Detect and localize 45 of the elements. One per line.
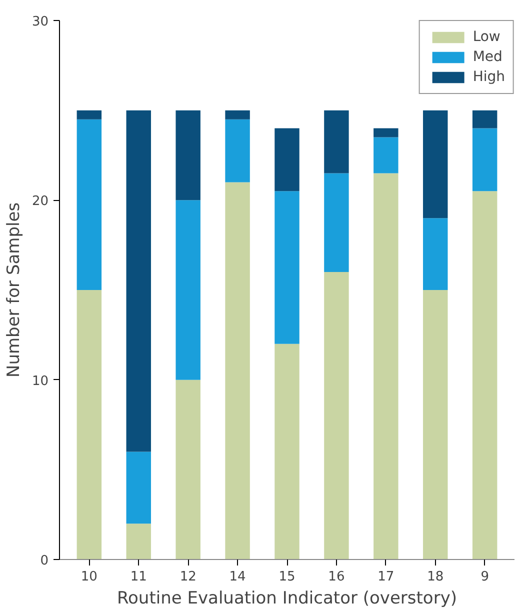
- bar: [423, 110, 448, 218]
- bar: [324, 110, 349, 174]
- bar: [176, 200, 200, 380]
- bar: [126, 524, 151, 560]
- bar: [374, 173, 398, 560]
- x-tick-label: 16: [328, 570, 345, 584]
- bar: [176, 380, 200, 560]
- bar: [324, 272, 349, 560]
- legend-label: Low: [472, 29, 500, 45]
- bar: [274, 191, 300, 344]
- y-tick-label: 0: [40, 554, 49, 568]
- bar: [126, 452, 151, 524]
- bar: [324, 173, 349, 272]
- x-tick-label: 12: [180, 570, 196, 584]
- bar: [374, 137, 398, 174]
- x-tick-label: 17: [378, 570, 394, 584]
- bar: [274, 128, 300, 192]
- bar: [274, 344, 300, 560]
- x-tick-label: 14: [229, 570, 246, 584]
- bar: [126, 110, 151, 452]
- legend-label: High: [472, 69, 505, 85]
- bar: [374, 128, 398, 138]
- bar: [76, 290, 102, 560]
- bar: [225, 182, 250, 560]
- x-tick-label: 9: [480, 570, 489, 584]
- bar: [225, 110, 250, 120]
- y-axis-title: Number for Samples: [4, 202, 24, 378]
- bar: [423, 290, 448, 560]
- y-tick-label: 20: [32, 194, 49, 210]
- bar: [76, 110, 102, 120]
- bar: [472, 110, 498, 128]
- x-tick-label: 10: [80, 570, 98, 584]
- y-tick-label: 10: [32, 374, 49, 389]
- y-tick-label: 30: [32, 14, 49, 30]
- legend-label: Med: [472, 49, 502, 65]
- bar: [472, 191, 498, 560]
- x-tick-label: 15: [278, 570, 296, 584]
- x-tick-label: 11: [130, 570, 147, 584]
- bar: [423, 218, 448, 290]
- bar: [76, 119, 102, 290]
- bar: [176, 110, 200, 200]
- bar: [472, 128, 498, 192]
- x-tick-label: 18: [427, 570, 444, 584]
- bar: [225, 119, 250, 182]
- x-axis-title: Routine Evaluation Indicator (overstory): [116, 588, 458, 608]
